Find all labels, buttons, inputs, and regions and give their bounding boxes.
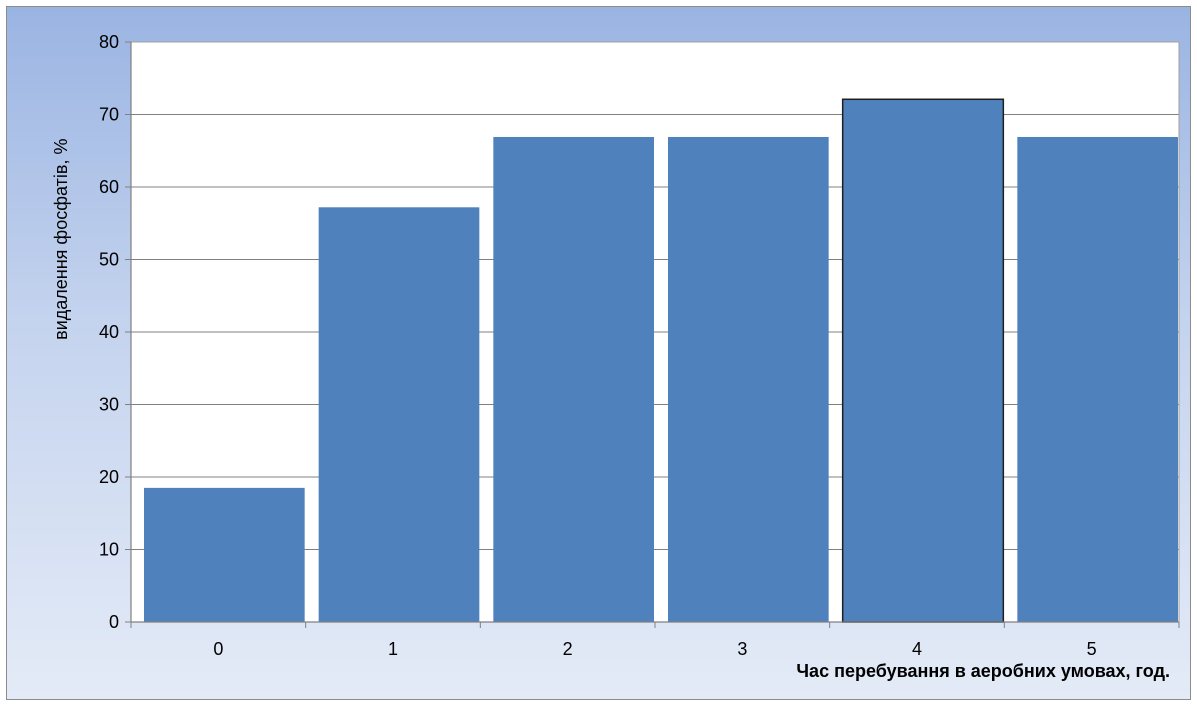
y-tick-label: 30 — [99, 395, 119, 415]
bar-2 — [493, 136, 654, 622]
x-tick-label: 0 — [213, 639, 223, 659]
x-tick-labels: 0 1 2 3 4 5 — [130, 622, 1180, 659]
chart-area: 0 10 20 30 40 50 60 70 80 0 1 2 3 4 5 видалення фосфа… — [6, 6, 1191, 700]
y-tick-label: 40 — [99, 322, 119, 342]
x-tick-label: 3 — [737, 639, 747, 659]
y-tick-label: 0 — [109, 612, 119, 632]
bar-5 — [1017, 136, 1178, 622]
bar-chart: 0 10 20 30 40 50 60 70 80 0 1 2 3 4 5 видалення фосфа… — [51, 32, 1180, 681]
y-axis-title: видалення фосфатів, % — [51, 139, 71, 340]
y-tick-labels: 0 10 20 30 40 50 60 70 80 — [99, 32, 119, 632]
x-tick-label: 1 — [388, 639, 398, 659]
bar-4 — [841, 98, 1005, 623]
y-tick-label: 50 — [99, 250, 119, 270]
y-tick-label: 20 — [99, 467, 119, 487]
y-tick-label: 80 — [99, 32, 119, 52]
gridlines — [125, 41, 1180, 623]
bar-1 — [318, 207, 480, 623]
x-tick-label: 4 — [912, 639, 922, 659]
y-tick-label: 10 — [99, 540, 119, 560]
y-tick-label: 70 — [99, 105, 119, 125]
x-tick-label: 5 — [1087, 639, 1097, 659]
bars — [144, 98, 1178, 623]
x-axis-title: Час перебування в аеробних умовах, год. — [796, 661, 1170, 681]
bar-3 — [668, 136, 829, 622]
y-tick-label: 60 — [99, 177, 119, 197]
bar-0 — [144, 487, 305, 622]
x-tick-label: 2 — [563, 639, 573, 659]
